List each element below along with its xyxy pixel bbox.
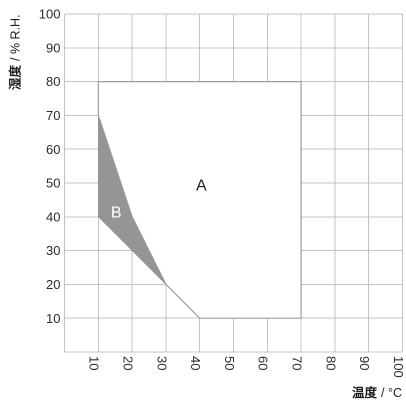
x-tick-label: 60 (256, 356, 271, 370)
x-tick-labels: 10 20 30 40 50 60 70 80 90 100 (87, 356, 406, 378)
y-tick-label: 20 (46, 277, 60, 292)
y-tick-label: 50 (46, 176, 60, 191)
x-tick-label: 50 (222, 356, 237, 370)
region-labels: AB (111, 177, 207, 221)
region-b (98, 115, 167, 285)
y-tick-label: 60 (46, 142, 60, 157)
region-label-b: B (111, 204, 122, 221)
y-axis-label-unit: / % R.H. (8, 14, 22, 61)
x-axis-label: 温度 / °C (352, 385, 402, 400)
y-tick-label: 10 (46, 311, 60, 326)
y-tick-label: 80 (46, 74, 60, 89)
regions (97, 80, 302, 319)
region-label-a: A (196, 177, 207, 194)
x-tick-label: 30 (154, 356, 169, 370)
y-axis-label: 湿度 / % R.H. (7, 14, 22, 90)
y-axis-label-quantity: 湿度 (7, 64, 22, 90)
x-tick-label: 100 (391, 356, 406, 378)
x-axis-label-unit: / °C (381, 386, 402, 400)
y-tick-label: 100 (39, 7, 61, 22)
x-tick-label: 40 (188, 356, 203, 370)
x-tick-label: 20 (121, 356, 136, 370)
y-tick-label: 30 (46, 243, 60, 258)
y-tick-label: 90 (46, 40, 60, 55)
x-tick-label: 90 (357, 356, 372, 370)
y-tick-label: 70 (46, 108, 60, 123)
x-tick-label: 10 (87, 356, 102, 370)
x-tick-label: 80 (323, 356, 338, 370)
y-tick-label: 40 (46, 209, 60, 224)
region-a (97, 80, 302, 319)
x-tick-label: 70 (290, 356, 305, 370)
x-axis-label-quantity: 温度 (352, 385, 378, 400)
y-tick-labels: 10 20 30 40 50 60 70 80 90 100 (39, 7, 61, 326)
